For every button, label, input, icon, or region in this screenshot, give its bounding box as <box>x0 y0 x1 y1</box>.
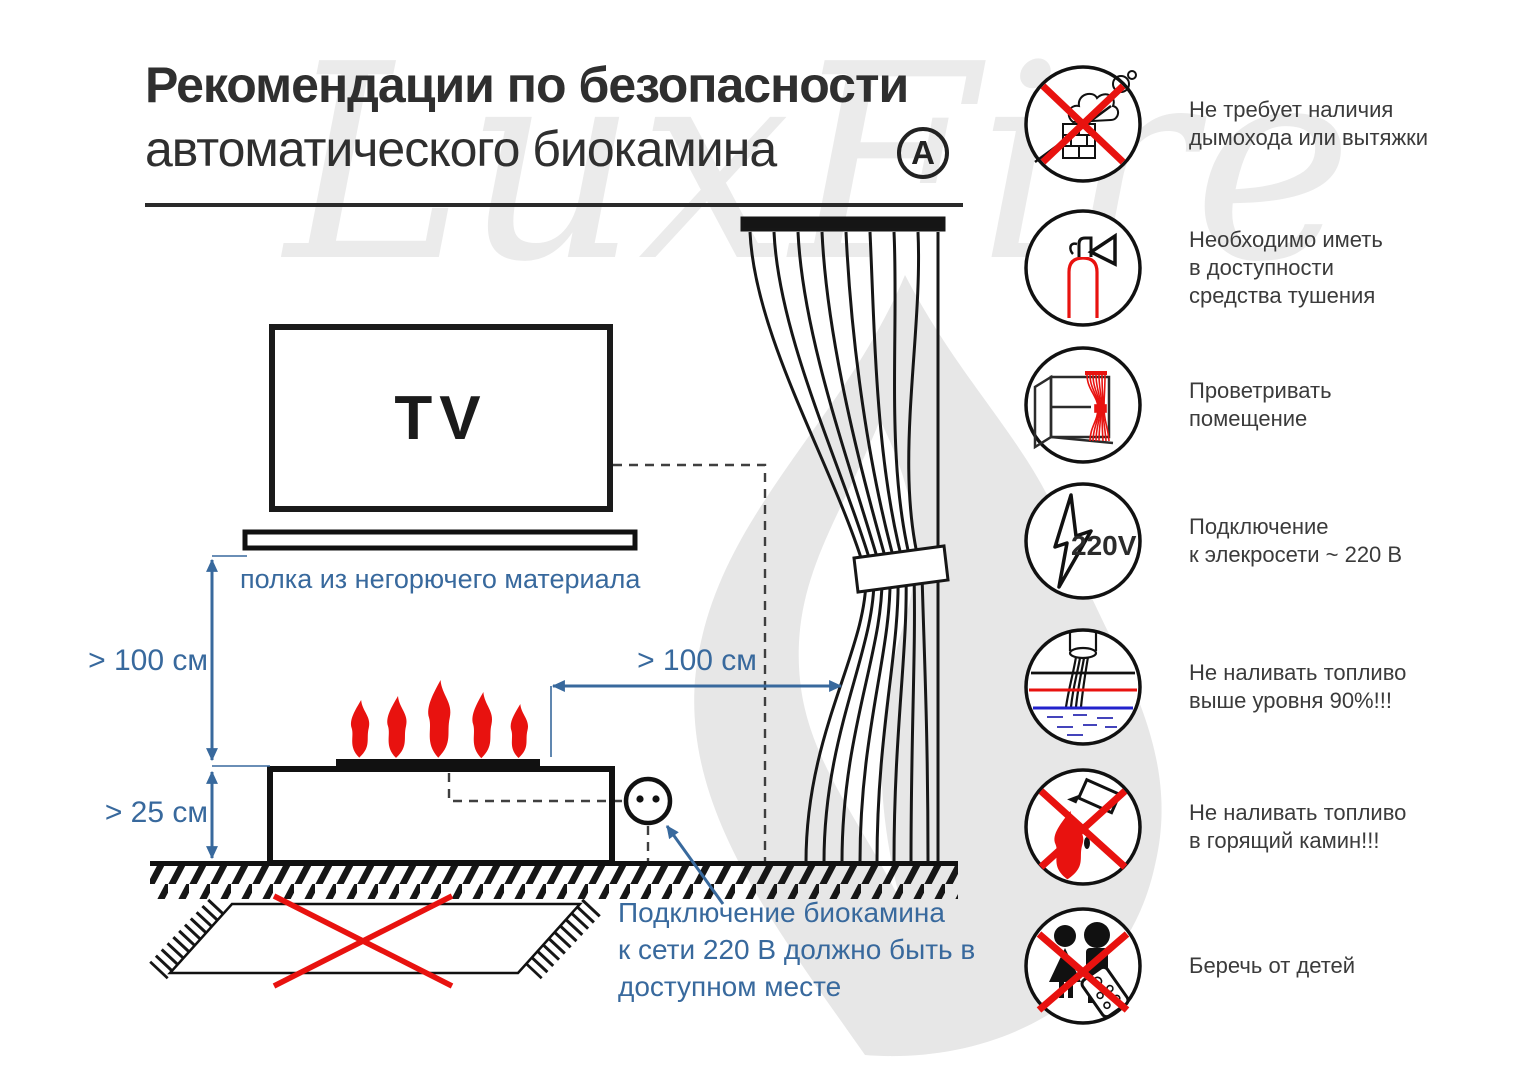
no-refill-burning-icon <box>1023 767 1143 887</box>
carpet-crossed-out <box>149 893 601 989</box>
curtain-tie-band <box>852 544 950 594</box>
fire-flames <box>350 680 529 759</box>
hidden-wiring-dashed <box>447 463 767 861</box>
safety-item-no-refill: Не наливать топливо в горящий камин!!! <box>1023 767 1527 887</box>
tv-outline <box>269 324 613 512</box>
curtain-rod <box>740 216 946 232</box>
fuel-level-icon <box>1023 627 1143 747</box>
circled-a-badge: A <box>897 127 949 179</box>
safety-item-no-chimney: Не требует наличия дымохода или вытяжки <box>1023 64 1527 184</box>
safety-text: Не требует наличия дымохода или вытяжки <box>1189 97 1429 150</box>
icon-220v-label: 220V <box>1071 530 1137 561</box>
floor-line <box>150 861 958 866</box>
shelf <box>242 529 638 551</box>
dimension-label-shelf-height: > 100 см <box>88 644 208 677</box>
dimension-label-curtain-distance: > 100 см <box>637 644 757 677</box>
safety-item-power: 220V Подключение к элекросети ~ 220 В <box>1023 481 1527 601</box>
dimension-lines <box>206 555 843 905</box>
power-outlet <box>623 776 673 826</box>
fireplace-cabinet <box>267 766 615 866</box>
page-title-line2: автоматического биокамина <box>145 121 777 177</box>
safety-item-children: Беречь от детей <box>1023 906 1527 1026</box>
extinguisher-icon <box>1023 208 1143 328</box>
outlet-pointer-arrow <box>665 825 725 905</box>
safety-text: Не наливать топливо в горящий камин!!! <box>1189 800 1407 853</box>
dimension-label-floor-clearance: > 25 см <box>104 796 208 829</box>
burner-line <box>336 759 540 766</box>
shelf-caption: полка из негорючего материала <box>240 564 641 594</box>
safety-item-extinguisher: Необходимо иметь в доступности средства … <box>1023 208 1527 328</box>
safety-text: Беречь от детей <box>1189 953 1356 978</box>
safety-item-ventilation: Проветривать помещение <box>1023 345 1527 465</box>
safety-text: Подключение к элекросети ~ 220 В <box>1189 514 1403 567</box>
tv-label: TV <box>394 383 488 453</box>
safety-text: Не наливать топливо выше уровня 90%!!! <box>1189 660 1407 713</box>
safety-text: Необходимо иметь в доступности средства … <box>1189 227 1383 308</box>
safety-text: Проветривать помещение <box>1189 378 1332 431</box>
outlet-note: Подключение биокамина к сети 220 В должн… <box>618 897 976 1002</box>
no-chimney-icon <box>1023 64 1143 184</box>
ventilation-icon <box>1023 345 1143 465</box>
page-title-line1: Рекомендации по безопасности <box>145 57 909 113</box>
curtain <box>740 216 950 863</box>
brand-watermark: LuxFire <box>285 6 1354 321</box>
safety-item-fuel-level: Не наливать топливо выше уровня 90%!!! <box>1023 627 1527 747</box>
keep-from-children-icon <box>1023 906 1143 1026</box>
power-220v-icon: 220V <box>1023 481 1143 601</box>
floor-hatching <box>150 866 958 899</box>
